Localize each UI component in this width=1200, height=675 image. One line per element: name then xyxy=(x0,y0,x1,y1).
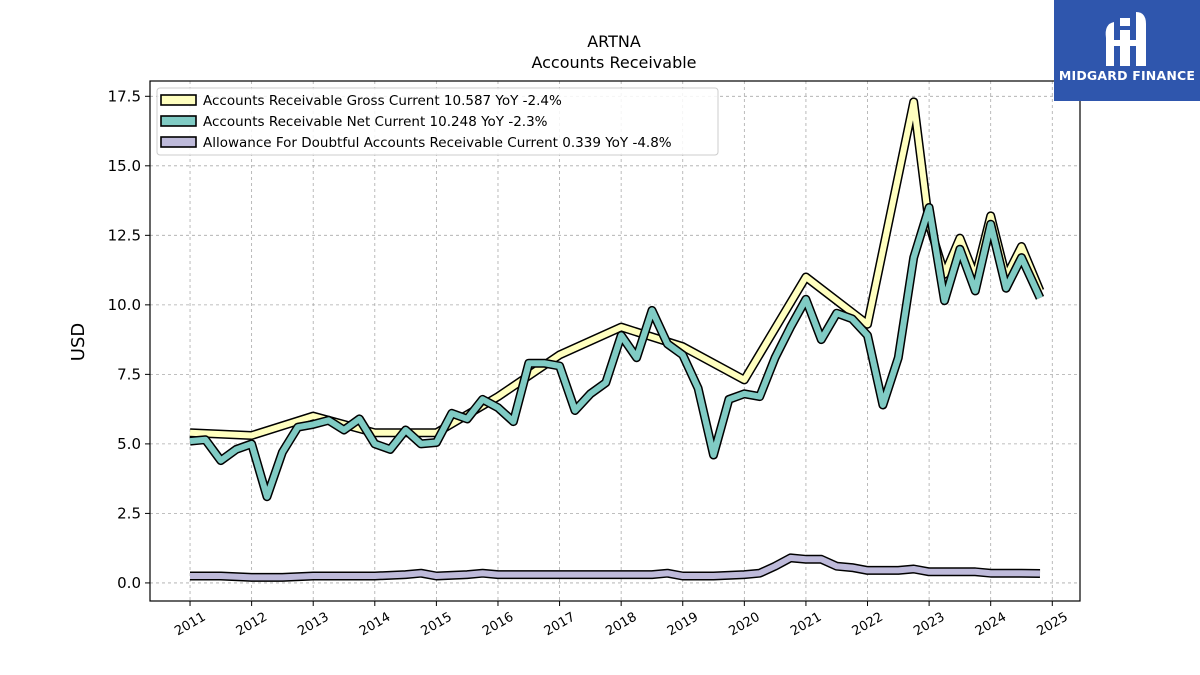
series-3 xyxy=(190,553,1041,582)
brand-mark-icon xyxy=(1105,12,1146,66)
x-tick-label: 2012 xyxy=(234,610,270,640)
brand-logo: MIDGARD FINANCE xyxy=(1054,0,1200,101)
series-line xyxy=(190,554,1041,581)
grid xyxy=(150,81,1080,601)
brand-name: MIDGARD FINANCE xyxy=(1058,68,1196,83)
y-axis-label: USD xyxy=(68,323,89,361)
legend-box xyxy=(156,87,719,156)
legend-label: Accounts Receivable Net Current 10.248 Y… xyxy=(203,114,548,130)
series-group xyxy=(189,97,1045,582)
y-tick-label: 7.5 xyxy=(117,365,141,383)
y-tick-label: 10.0 xyxy=(108,296,141,314)
x-tick-label: 2015 xyxy=(419,610,455,640)
legend-swatch xyxy=(160,115,197,127)
x-tick-label: 2018 xyxy=(603,610,639,640)
y-tick-label: 12.5 xyxy=(108,226,141,244)
x-tick-label: 2023 xyxy=(911,610,947,640)
legend-label: Allowance For Doubtful Accounts Receivab… xyxy=(203,135,672,151)
x-tick-label: 2016 xyxy=(480,610,516,640)
x-tick-label: 2024 xyxy=(973,610,1009,640)
legend-swatch xyxy=(160,94,197,106)
x-tick-label: 2019 xyxy=(665,610,701,640)
x-tick-label: 2022 xyxy=(850,610,886,640)
y-tick-label: 17.5 xyxy=(108,87,141,105)
x-tick-label: 2020 xyxy=(727,610,763,640)
y-tick-label: 15.0 xyxy=(108,157,141,175)
plot-frame xyxy=(149,80,1081,602)
x-tick-label: 2011 xyxy=(172,610,208,640)
x-tick-label: 2021 xyxy=(788,610,824,640)
chart-title: ARTNA xyxy=(587,32,641,51)
x-tick-label: 2017 xyxy=(542,610,578,640)
y-tick-label: 5.0 xyxy=(117,435,141,453)
legend-swatch xyxy=(160,136,197,148)
y-tick-label: 2.5 xyxy=(117,504,141,522)
y-tick-label: 0.0 xyxy=(117,574,141,592)
series-2 xyxy=(189,203,1045,502)
chart-subtitle: Accounts Receivable xyxy=(531,53,696,72)
legend: Accounts Receivable Gross Current 10.587… xyxy=(156,87,719,156)
x-tick-label: 2014 xyxy=(357,610,393,640)
series-line xyxy=(189,204,1043,500)
x-tick-label: 2013 xyxy=(295,610,331,640)
legend-label: Accounts Receivable Gross Current 10.587… xyxy=(203,93,562,109)
x-tick-label: 2025 xyxy=(1034,610,1070,640)
